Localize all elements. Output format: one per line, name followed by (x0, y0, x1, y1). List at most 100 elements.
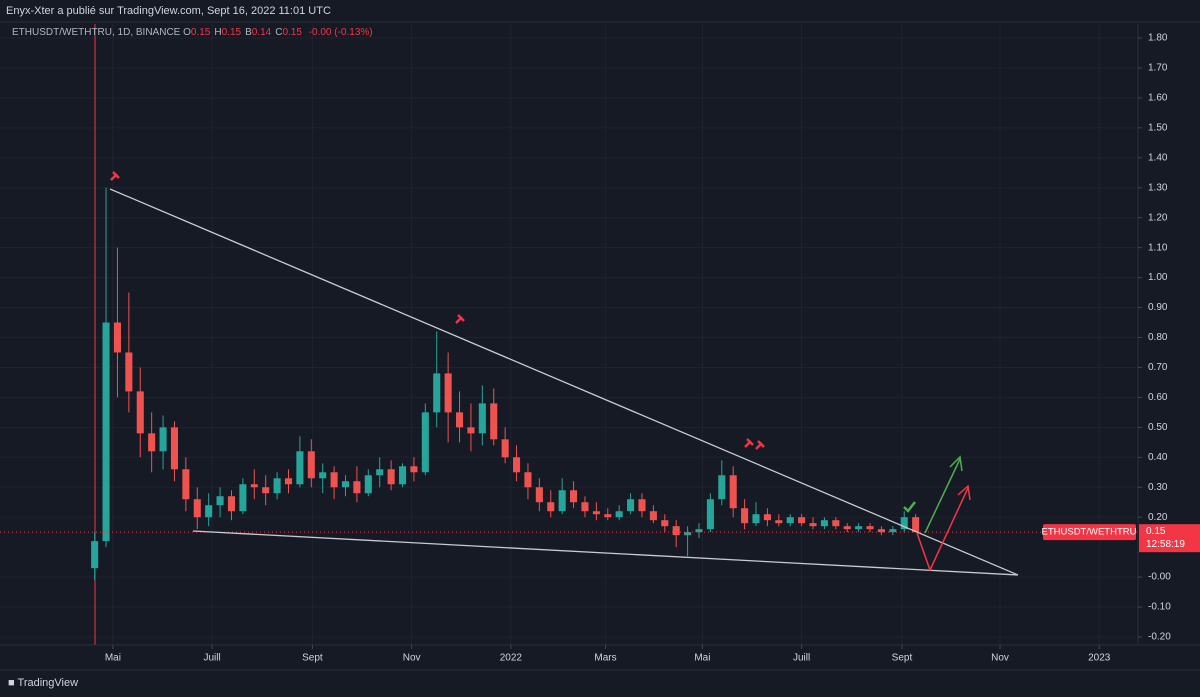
candle-body (341, 481, 350, 488)
candle-body (798, 517, 806, 524)
candle-body (284, 478, 293, 485)
y-tick-label: 1.30 (1148, 182, 1168, 193)
green-arrow (924, 458, 961, 534)
candle-body (695, 529, 703, 533)
y-tick-label: 0.20 (1148, 512, 1168, 523)
candle-body (706, 499, 714, 530)
candle-body (558, 490, 566, 512)
x-tick-label: Mai (694, 653, 710, 664)
y-tick-label: 0.80 (1148, 332, 1168, 343)
price-tag-bg (1043, 524, 1136, 541)
axes: 1.80 1.70 1.60 1.50 1.40 1.30 1.20 1.10 1.00 0.90… (105, 33, 1200, 664)
candle-body (820, 520, 828, 527)
candle-body (786, 517, 794, 524)
x-tick-label: Nov (403, 653, 421, 664)
candle-body (170, 427, 178, 470)
ohlc-value: 0.15 (282, 27, 302, 38)
y-tick-label: 1.50 (1148, 122, 1168, 133)
candle-body (718, 475, 726, 500)
x-tick-label: Mai (105, 653, 121, 664)
candle-body (684, 532, 692, 536)
candle-body (467, 427, 475, 434)
candle-body (250, 484, 258, 488)
y-tick-label: 0.70 (1148, 362, 1168, 373)
ohlc-value: 0.14 (251, 27, 272, 38)
candle-body (547, 502, 555, 512)
candle-body (125, 352, 133, 392)
candle-body (763, 514, 771, 521)
candle-body (159, 427, 167, 452)
x-tick-label: Juill (203, 653, 220, 664)
candle-body (273, 478, 281, 494)
x-tick-label: 2022 (500, 653, 523, 664)
candle-body (877, 529, 885, 533)
check-icon (903, 501, 916, 513)
hammer-icons (110, 171, 765, 450)
candle-body (775, 520, 783, 524)
grid (0, 24, 1138, 645)
change: -0.00 (-0.13%) (308, 27, 373, 38)
y-tick-label: 0.90 (1148, 302, 1168, 313)
candle-body (376, 469, 384, 476)
candle-body (216, 496, 224, 506)
candle-body (398, 466, 407, 485)
candle-body (319, 472, 327, 479)
candle-body (535, 487, 543, 503)
ohlc-key: B (245, 27, 252, 38)
x-tick-label: Sept (892, 653, 913, 664)
candle-body (592, 511, 600, 515)
y-tick-label: 1.60 (1148, 93, 1168, 104)
candle-body (239, 484, 247, 512)
candle-body (193, 499, 201, 518)
y-tick-label: 1.00 (1148, 272, 1168, 283)
ohlc-key: C (275, 27, 283, 38)
candle-body (227, 496, 236, 512)
brand: ■ TradingView (8, 677, 79, 689)
candle-body (627, 499, 635, 512)
candle-body (752, 514, 760, 524)
candle-body (581, 502, 589, 512)
candle-body (478, 403, 486, 434)
brand-name: TradingView (17, 677, 79, 689)
price-tag: ETHUSDT/WETHTRU (1042, 527, 1137, 538)
candle-body (501, 439, 509, 458)
candle-body (353, 481, 361, 494)
ohlc-key: H (214, 27, 222, 38)
x-tick-label: Mars (594, 653, 616, 664)
candle-body (570, 490, 578, 503)
ohlc: O0.15 H0.15 B0.14 C0.15 (183, 27, 306, 38)
candle-body (672, 526, 680, 536)
candle-body (330, 472, 338, 488)
candle-body (205, 505, 213, 518)
drawings (109, 171, 1019, 576)
x-tick-label: Juill (793, 653, 810, 664)
hammer (744, 438, 754, 448)
candle-body (912, 517, 920, 533)
y-tick-label: 0.40 (1148, 452, 1168, 463)
symbol: ETHUSDT/WETHTRU, 1D, BINANCE (12, 27, 181, 38)
candle-body (604, 514, 612, 518)
candle-body (136, 391, 144, 434)
candle-body (148, 433, 156, 452)
candle-body (843, 526, 851, 530)
candle-body (809, 523, 817, 527)
green-arrow-head (949, 455, 963, 472)
candle-body (102, 322, 110, 542)
publisher: Enyx-Xter a publié sur TradingView.com, … (6, 5, 331, 17)
candle-body (855, 526, 863, 530)
candle-body (889, 529, 897, 533)
candle-body (433, 373, 441, 413)
candle-body (661, 520, 669, 527)
x-tick-label: 2023 (1088, 653, 1111, 664)
candle-body (182, 469, 190, 500)
upper-trendline (109, 188, 1019, 576)
candle-body (513, 457, 521, 473)
y-tick-label: 1.40 (1148, 152, 1168, 163)
y-tick-label: 1.80 (1148, 33, 1168, 44)
red-arrow (916, 487, 969, 572)
hammer (755, 440, 765, 450)
candle-body (615, 511, 623, 518)
y-tick-label: 1.10 (1148, 242, 1168, 253)
